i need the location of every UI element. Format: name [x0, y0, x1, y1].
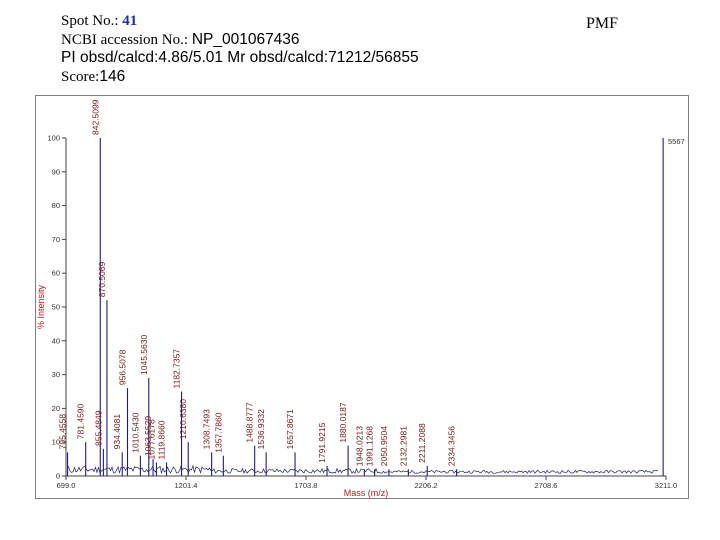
peak-label: 956.5078	[118, 349, 128, 385]
pmf-label: PMF	[586, 15, 619, 32]
y-tick-label: 70	[52, 235, 60, 244]
peak-label: 2132.2981	[398, 426, 408, 466]
y-tick-label: 20	[52, 404, 60, 413]
peak-label: 781.4590	[76, 403, 86, 439]
peak-label: 1991.1268	[365, 426, 375, 466]
x-tick-label: 1201.4	[175, 481, 198, 490]
accession-value: NP_001067436	[191, 30, 300, 48]
y-tick-label: 90	[52, 167, 60, 176]
accession-row: NCBI accession No.: NP_001067436	[61, 31, 419, 50]
y-tick-label: 80	[52, 201, 60, 210]
peak-label: 1045.5630	[139, 335, 149, 375]
spectrum-baseline-trace	[66, 464, 659, 475]
x-axis-title: Mass (m/z)	[344, 488, 389, 498]
x-tick-label: 3211.0	[655, 481, 677, 490]
peak-label: 2050.9504	[379, 426, 389, 466]
peak-label: 1880.0187	[338, 402, 348, 442]
peak-label: 1077.6178	[146, 419, 156, 459]
peak-label: 870.5069	[97, 262, 107, 298]
score-row: Score:146	[61, 68, 419, 87]
peak-label: 934.4081	[112, 414, 122, 450]
spot-value: 41	[122, 13, 138, 29]
y-tick-label: 60	[52, 269, 60, 278]
peak-label: 1791.9215	[317, 422, 327, 462]
mass-spectrum-chart: 0 10 20 30 40 50 60 70 80 90 100 699.0 1201.4 1703.8 2…	[36, 99, 685, 498]
peak-label: 2334.3456	[447, 426, 457, 466]
accession-label: NCBI accession No.:	[61, 31, 189, 48]
spot-row: Spot No.: 41	[61, 12, 419, 31]
y-axis-title: % Intensity	[36, 284, 46, 329]
peak-label: 1308.7493	[202, 409, 212, 449]
peak-label: 1210.6380	[178, 399, 188, 439]
score-value: 146	[99, 67, 126, 85]
peak-label: 1357.7860	[213, 412, 223, 452]
x-tick-label: 2708.6	[535, 481, 558, 490]
x-tick-label: 1703.8	[295, 481, 318, 490]
y-tick-label: 30	[52, 370, 60, 379]
peak-label: 1948.0213	[354, 426, 364, 466]
peak-label: 1063.5529	[143, 416, 153, 456]
peak-label: 842.5099	[90, 99, 100, 135]
peak-label: 1119.8660	[157, 420, 167, 459]
peak-label: 1657.8671	[285, 409, 295, 449]
y-tick-label: 0	[56, 472, 60, 481]
peak-label: 855.4849	[93, 410, 103, 446]
peak-label: 1182.7357	[172, 349, 182, 389]
peak-label: 705.4558	[58, 414, 68, 450]
x-tick-label: 699.0	[57, 481, 76, 490]
pi-mr-row: PI obsd/calcd:4.86/5.01 Mr obsd/calcd:71…	[61, 49, 419, 66]
x-tick-label: 2206.2	[415, 481, 438, 490]
y-tick-label: 10	[52, 438, 60, 447]
spectrum-header: Spot No.: 41 NCBI accession No.: NP_0010…	[61, 12, 419, 86]
max-intensity-label: 5567	[668, 137, 685, 146]
peak-label: 1010.5430	[130, 412, 140, 452]
y-tick-label: 100	[47, 134, 60, 143]
peak-label: 1536.9332	[256, 409, 266, 449]
spectrum-plot-frame: 0 10 20 30 40 50 60 70 80 90 100 699.0 1201.4 1703.8 2…	[35, 95, 689, 499]
peak-label: 1488.8777	[245, 402, 255, 442]
peak-label: 2211.2088	[417, 423, 427, 463]
y-tick-label: 50	[52, 303, 60, 312]
y-tick-label: 40	[52, 336, 60, 345]
score-label: Score:	[61, 68, 100, 85]
spot-label: Spot No.:	[61, 13, 119, 29]
